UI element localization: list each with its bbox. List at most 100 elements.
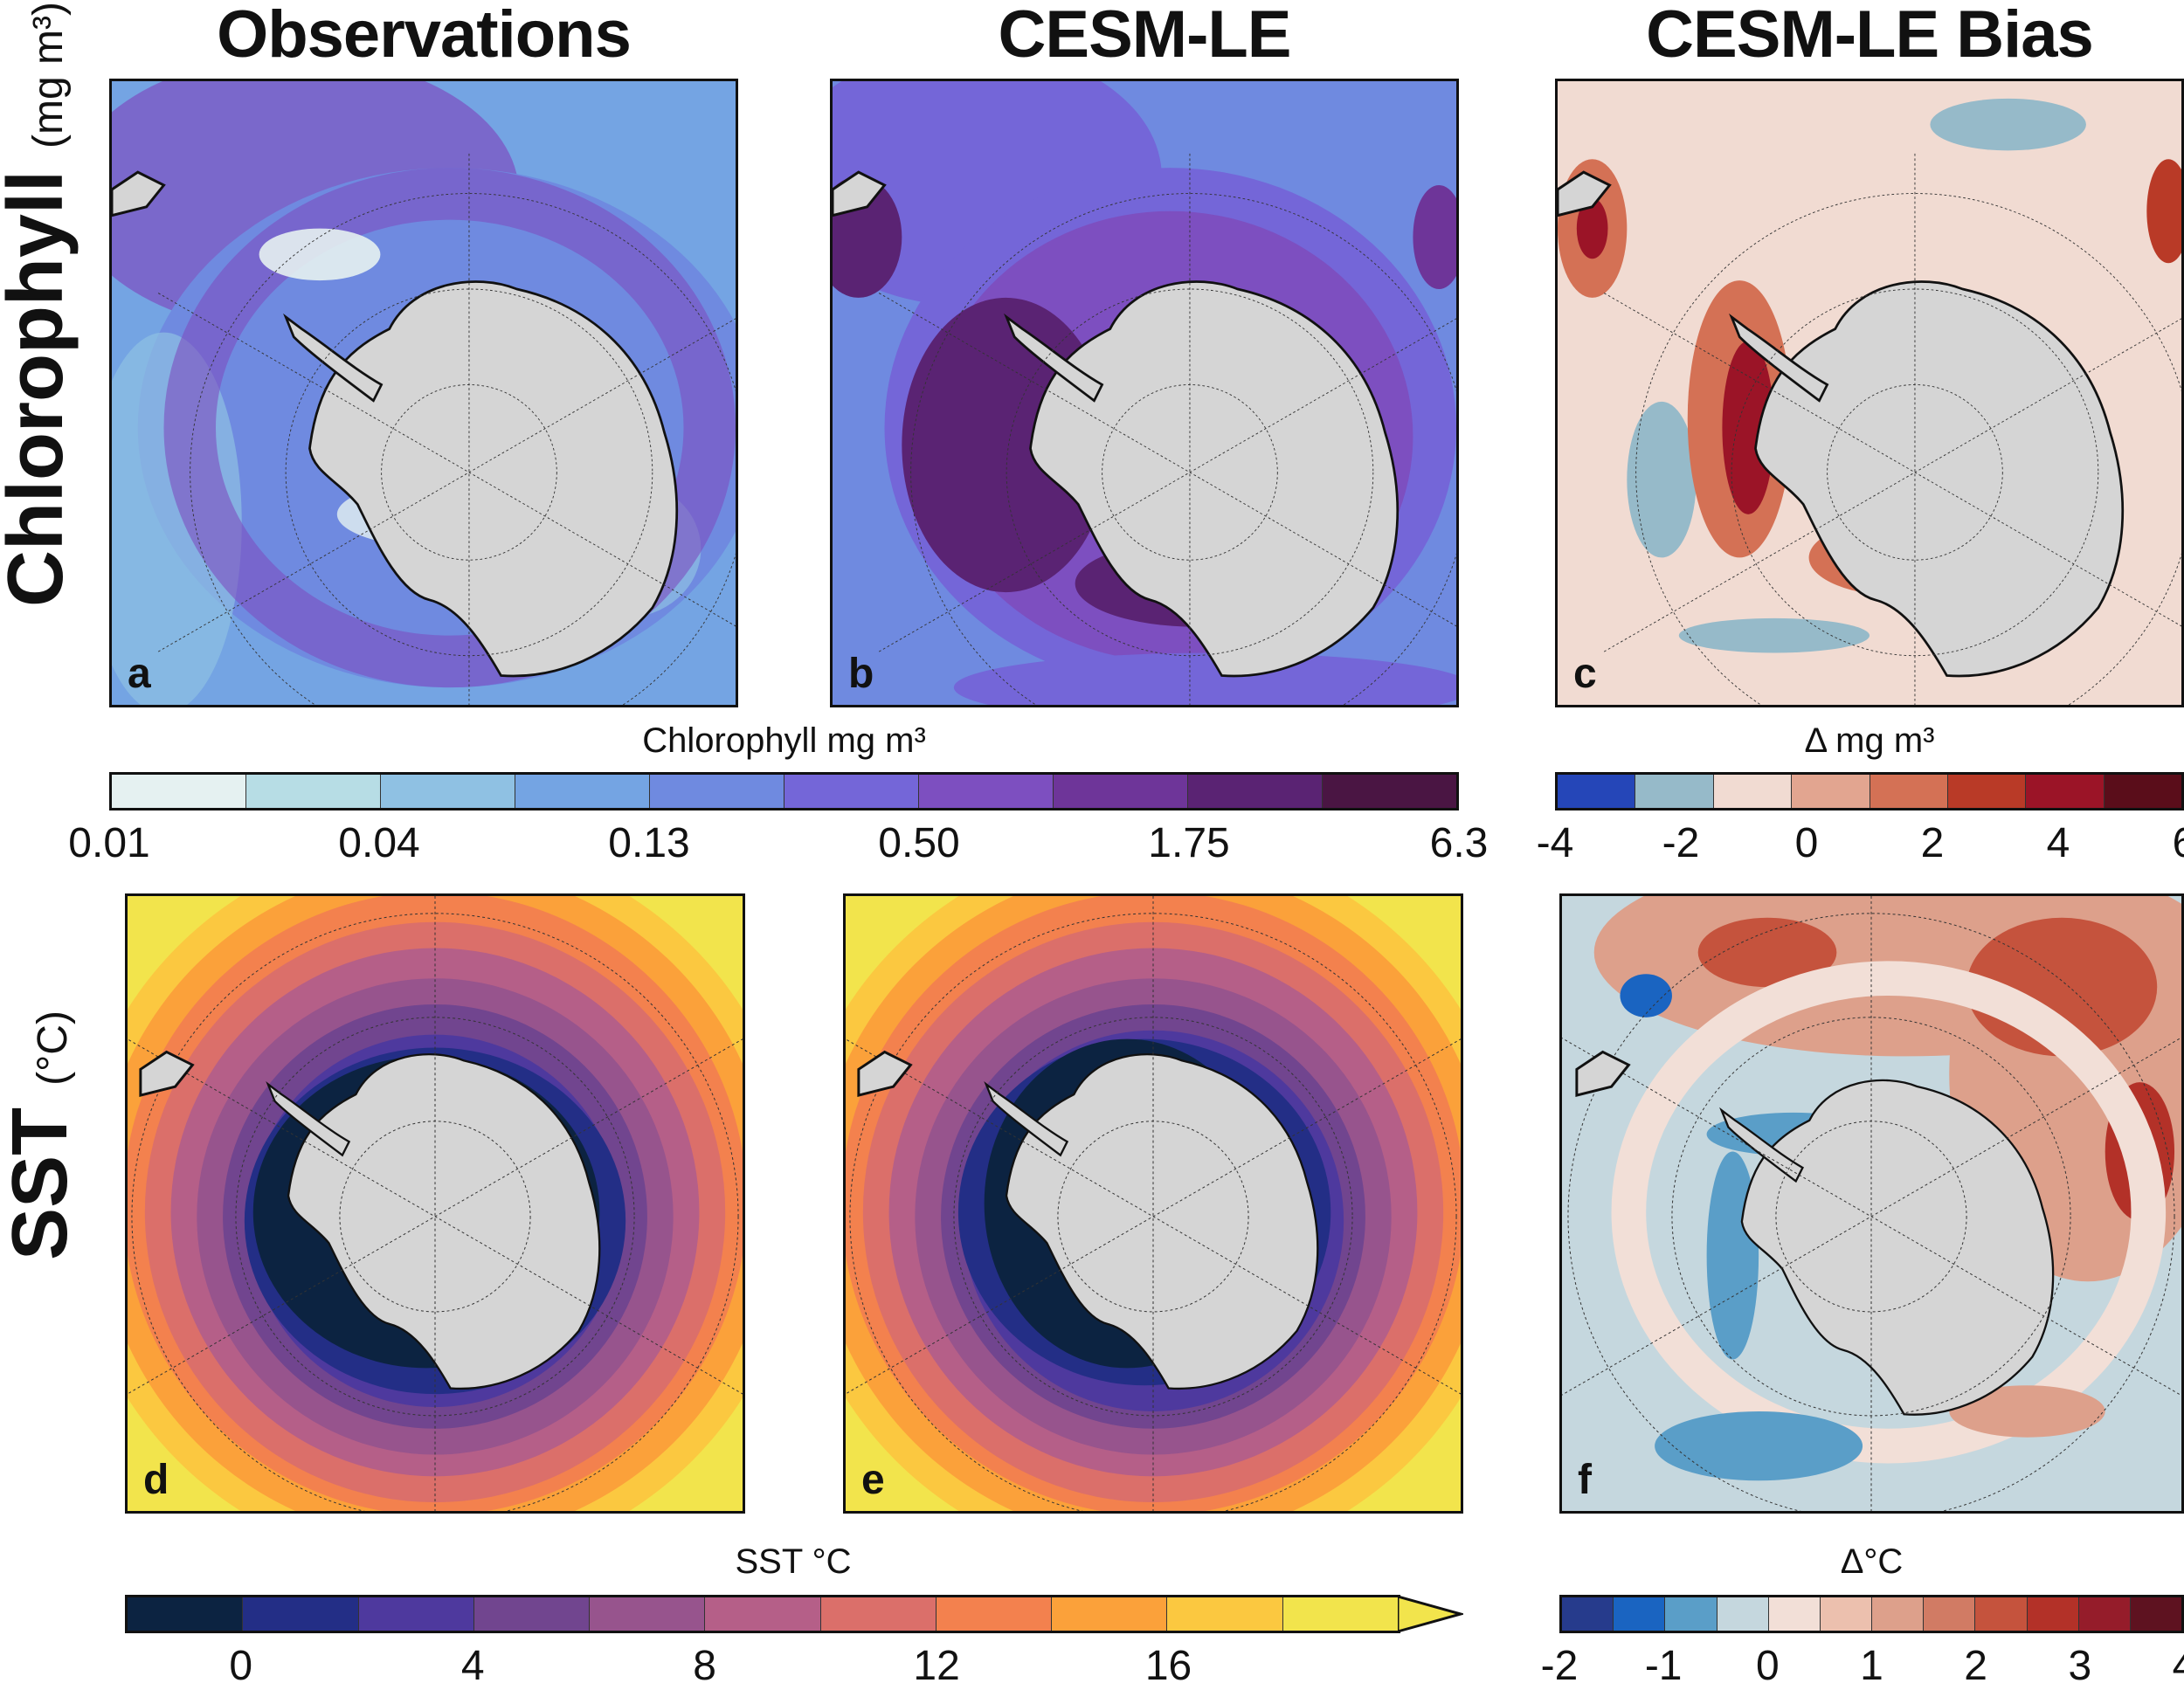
colorbar-segment <box>649 775 784 808</box>
map-d <box>128 896 743 1511</box>
colorbar-segment <box>1635 775 1713 808</box>
title-cesm-le: CESM-LE <box>998 0 1292 72</box>
colorbar-segment <box>128 1597 243 1631</box>
row-title-chl-text: Chlorophyll <box>0 170 79 607</box>
colorbar-tick-label: 6.3 <box>1429 820 1489 866</box>
colorbar-sst-title: SST °C <box>735 1542 852 1581</box>
colorbar-tick-label: -4 <box>1536 820 1574 866</box>
panel-e-sst-cesm: e <box>843 893 1463 1514</box>
panel-label-f: f <box>1578 1457 1592 1503</box>
colorbar-segment <box>1871 1597 1924 1631</box>
colorbar-tick-label: 2 <box>1920 820 1945 866</box>
colorbar-tick-label: 1.75 <box>1148 820 1230 866</box>
panel-label-c: c <box>1573 651 1597 697</box>
colorbar-segment <box>380 775 515 808</box>
row-title-sst-unit: (°C) <box>30 1011 76 1086</box>
colorbar-segment <box>357 1597 473 1631</box>
panel-label-d: d <box>143 1457 169 1503</box>
colorbar-tick-label: 12 <box>913 1643 960 1689</box>
colorbar-segment <box>935 1597 1052 1631</box>
map-c <box>1558 81 2181 705</box>
colorbar-segment <box>1819 1597 1872 1631</box>
colorbar-tick-label: 1 <box>1860 1643 1883 1689</box>
title-cesm-le-bias: CESM-LE Bias <box>1646 0 2094 72</box>
colorbar-segment <box>1187 775 1322 808</box>
panel-a-chl-observations: a <box>109 79 738 707</box>
colorbar-tick-label: 0.04 <box>338 820 420 866</box>
colorbar-segment <box>112 775 245 808</box>
colorbar-sst-extend-arrow <box>1398 1595 1463 1633</box>
colorbar-segment <box>2026 1597 2078 1631</box>
colorbar-segment <box>1166 1597 1282 1631</box>
colorbar-segment <box>589 1597 705 1631</box>
colorbar-segment <box>1562 1597 1614 1631</box>
colorbar-tick-label: 4 <box>2046 820 2070 866</box>
colorbar-segment <box>784 775 918 808</box>
colorbar-segment <box>1664 1597 1717 1631</box>
colorbar-segment <box>1716 1597 1768 1631</box>
colorbar-segment <box>1791 775 1870 808</box>
panel-label-e: e <box>861 1457 885 1503</box>
colorbar-segment <box>704 1597 820 1631</box>
colorbar-tick-label: 0 <box>1755 1643 1780 1689</box>
colorbar-segment <box>918 775 1053 808</box>
map-b <box>833 81 1456 705</box>
colorbar-tick-label: 3 <box>2068 1643 2092 1689</box>
colorbar-segment <box>515 775 649 808</box>
colorbar-tick-label: -1 <box>1644 1643 1683 1689</box>
colorbar-tick-label: -2 <box>1662 820 1700 866</box>
panel-c-chl-bias: c <box>1555 79 2184 707</box>
panel-b-chl-cesm: b <box>830 79 1459 707</box>
colorbar-chl-bias <box>1555 772 2184 811</box>
colorbar-segment <box>2025 775 2104 808</box>
colorbar-tick-label: 4 <box>2173 1642 2184 1690</box>
colorbar-tick-label: 0 <box>1794 820 1819 866</box>
colorbar-segment <box>1051 1597 1167 1631</box>
colorbar-chl-title: Chlorophyll mg m³ <box>642 721 926 760</box>
colorbar-segment <box>1712 775 1792 808</box>
colorbar-tick-label: 2 <box>1964 1643 1988 1689</box>
row-title-chl-unit: (mg m³) <box>25 2 72 149</box>
row-title-chlorophyll: Chlorophyll (mg m³) <box>0 2 87 607</box>
colorbar-segment <box>2077 1597 2130 1631</box>
colorbar-segment <box>819 1597 936 1631</box>
panel-label-b: b <box>848 651 874 697</box>
row-title-sst: SST (°C) <box>0 961 92 1310</box>
colorbar-segment <box>1613 1597 1665 1631</box>
colorbar-sst-bias <box>1559 1595 2184 1633</box>
colorbar-tick-label: 0.50 <box>878 820 960 866</box>
colorbar-segment <box>1946 775 2026 808</box>
colorbar-tick-label: 0.01 <box>68 820 150 866</box>
colorbar-sst <box>125 1595 1400 1633</box>
colorbar-tick-label: 0 <box>229 1643 253 1689</box>
colorbar-segment <box>1322 775 1456 808</box>
colorbar-segment <box>242 1597 358 1631</box>
colorbar-segment <box>1923 1597 1975 1631</box>
colorbar-segment <box>2103 775 2181 808</box>
colorbar-segment <box>1767 1597 1820 1631</box>
panel-label-a: a <box>128 651 151 697</box>
colorbar-segment <box>245 775 380 808</box>
colorbar-tick-label: 16 <box>1144 1643 1192 1689</box>
colorbar-sst-bias-title: Δ°C <box>1840 1542 1904 1581</box>
colorbar-segment <box>2129 1597 2182 1631</box>
colorbar-segment <box>1053 775 1187 808</box>
map-a <box>112 81 736 705</box>
colorbar-segment <box>1869 775 1947 808</box>
colorbar-chl <box>109 772 1459 811</box>
colorbar-chl-bias-title: Δ mg m³ <box>1804 721 1935 760</box>
colorbar-tick-label: 4 <box>460 1643 485 1689</box>
colorbar-sst-wrap <box>125 1595 1463 1633</box>
colorbar-segment <box>1282 1597 1398 1631</box>
colorbar-tick-label: 6 <box>2173 819 2184 867</box>
colorbar-tick-label: 0.13 <box>608 820 690 866</box>
map-f <box>1562 896 2181 1511</box>
row-title-sst-text: SST <box>0 1107 84 1260</box>
colorbar-segment <box>1974 1597 2027 1631</box>
title-observations: Observations <box>217 0 632 72</box>
panel-f-sst-bias: f <box>1559 893 2184 1514</box>
panel-d-sst-observations: d <box>125 893 745 1514</box>
colorbar-segment <box>1558 775 1635 808</box>
colorbar-tick-label: 8 <box>693 1643 716 1689</box>
map-e <box>846 896 1461 1511</box>
